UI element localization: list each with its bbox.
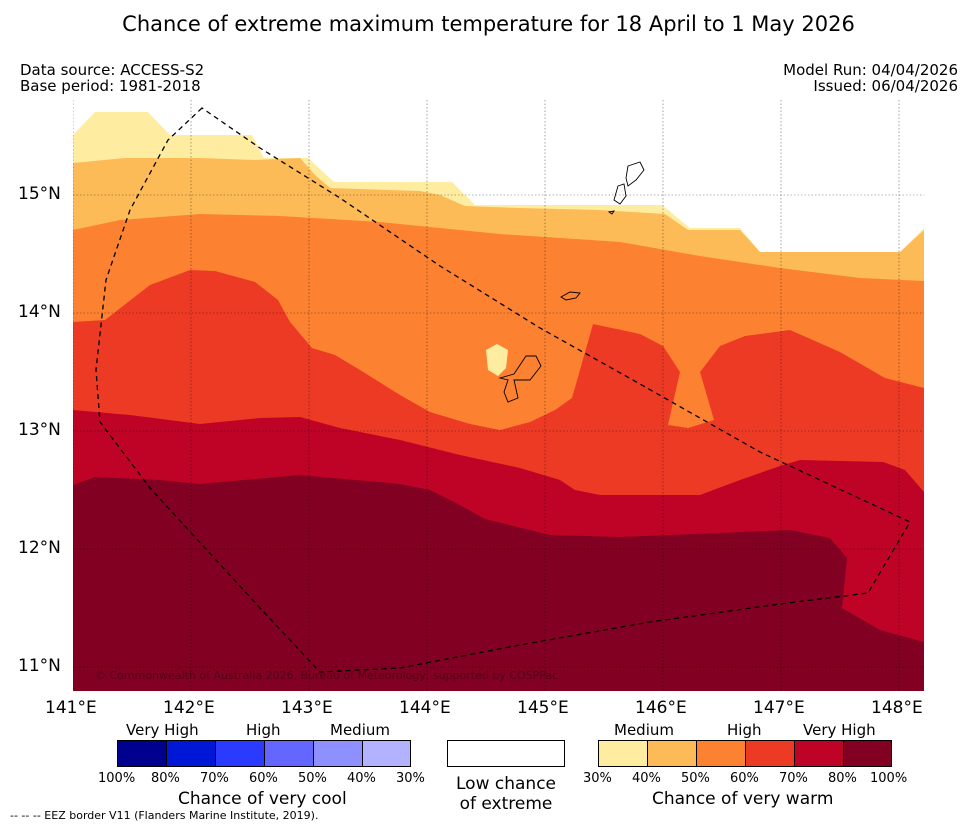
cool-pct-70: 70% (200, 771, 229, 786)
cool-pct-100: 100% (98, 771, 136, 786)
warm-swatch-60-70 (745, 740, 794, 767)
warm-pct-70: 70% (779, 771, 808, 786)
warm-pct-50: 50% (681, 771, 710, 786)
warm-pct-30: 30% (583, 771, 612, 786)
warm-swatch-70-80 (794, 740, 843, 767)
island-farallon (560, 291, 581, 301)
band-80-100-warm (73, 475, 924, 691)
data-source: Data source: ACCESS-S2 (20, 61, 205, 79)
cool-swatch-40-50 (313, 740, 362, 767)
island-sarigan (607, 210, 615, 215)
warm-pct-80: 80% (828, 771, 857, 786)
cool-category-very-high: Very High (126, 721, 199, 739)
cool-swatch-60-70 (215, 740, 264, 767)
neutral-label-line1: Low chance (456, 774, 556, 794)
island-guam (498, 355, 542, 403)
warm-pct-60: 60% (730, 771, 759, 786)
neutral-label-line2: of extreme (459, 794, 553, 814)
warm-swatch-80-100 (843, 740, 892, 767)
band-30-40-warm-core (486, 344, 508, 376)
island-alamagan (613, 183, 627, 205)
lon-label-143e: 143°E (281, 698, 333, 718)
island-pagan (625, 161, 645, 187)
lat-label-13n: 13°N (18, 420, 61, 440)
copyright-notice: © Commonwealth of Australia 2026, Bureau… (95, 669, 558, 682)
lon-label-144e: 144°E (399, 698, 451, 718)
base-period: Base period: 1981-2018 (20, 77, 201, 95)
lon-label-145e: 145°E (517, 698, 569, 718)
cool-swatch-30-40 (362, 740, 411, 767)
lon-label-148e: 148°E (871, 698, 923, 718)
graticule (73, 100, 924, 691)
eez-footnote: -- -- -- EEZ border V11 (Flanders Marine… (10, 809, 319, 822)
model-run: Model Run: 04/04/2026 (783, 61, 958, 79)
cool-category-medium: Medium (330, 721, 390, 739)
coastlines (498, 161, 645, 403)
lon-label-141e: 141°E (45, 698, 97, 718)
eez-border (95, 107, 911, 673)
warm-category-medium: Medium (614, 721, 674, 739)
issued-date: Issued: 06/04/2026 (813, 77, 958, 95)
cool-pct-40: 40% (347, 771, 376, 786)
cool-swatch-80-100 (117, 740, 166, 767)
warm-legend-title: Chance of very warm (652, 789, 834, 809)
lat-label-12n: 12°N (18, 538, 61, 558)
cool-category-high: High (246, 721, 281, 739)
lon-label-142e: 142°E (163, 698, 215, 718)
cool-pct-30: 30% (396, 771, 425, 786)
cool-legend-title: Chance of very cool (178, 789, 347, 809)
cool-pct-80: 80% (151, 771, 180, 786)
cool-swatch-50-60 (264, 740, 313, 767)
lat-label-14n: 14°N (18, 302, 61, 322)
warm-category-very-high: Very High (803, 721, 876, 739)
cool-swatch-70-80 (166, 740, 215, 767)
lon-label-147e: 147°E (753, 698, 805, 718)
warm-swatch-30-40 (598, 740, 647, 767)
cool-pct-50: 50% (298, 771, 327, 786)
warm-swatch-40-50 (647, 740, 696, 767)
warm-pct-40: 40% (632, 771, 661, 786)
warm-pct-100: 100% (870, 771, 908, 786)
warm-category-high: High (727, 721, 762, 739)
warm-swatch-50-60 (696, 740, 745, 767)
probability-field (73, 100, 924, 691)
lat-label-11n: 11°N (18, 656, 61, 676)
map-title: Chance of extreme maximum temperature fo… (122, 12, 855, 36)
cool-pct-60: 60% (249, 771, 278, 786)
lat-label-15n: 15°N (18, 184, 61, 204)
neutral-swatch (447, 740, 565, 767)
lon-label-146e: 146°E (635, 698, 687, 718)
